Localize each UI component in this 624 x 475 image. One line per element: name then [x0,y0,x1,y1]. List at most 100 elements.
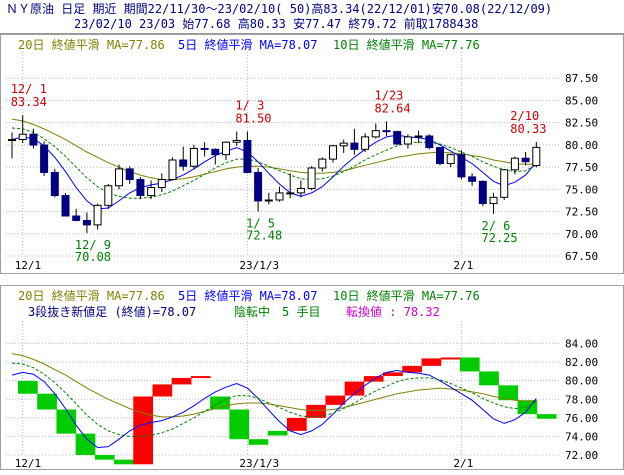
candle-down [72,215,81,221]
kagi-state: 陰転中 [234,304,270,319]
candle-down [125,168,134,181]
legend-ma10: 10日 終値平滑 MA=77.76 [333,37,480,52]
candle-up [232,139,241,143]
candle-down [136,179,145,197]
y-tick-label: 75.00 [565,183,598,196]
candle-up [104,185,113,206]
brick-up [344,381,365,396]
y-tick-label: 72.00 [565,449,598,462]
candle-up [168,159,177,181]
brick-up [287,417,307,431]
x-tick-label: 23/1/3 [239,457,279,470]
brick-down [114,459,134,465]
kagi-legend-ma5: 5日 終値平滑 MA=78.07 [178,288,317,303]
annotation-date: 12/ 1 [11,82,47,96]
annotation-date: 12/ 9 [75,238,111,252]
annotation-value: 72.48 [246,229,282,243]
kagi-legend-ma20: 20日 終値平滑 MA=77.86 [18,288,165,303]
candle-up [446,154,455,165]
candle-down [61,195,70,217]
legend-ma5: 5日 終値平滑 MA=78.07 [178,37,317,52]
brick-up [421,358,442,366]
brick-up [190,376,211,379]
x-tick-label: 2/1 [453,259,473,272]
y-tick-label: 84.00 [565,338,598,351]
kagi-ma-line-10 [11,362,537,437]
candle-up [489,196,498,205]
candle-up [264,199,273,202]
candle-down [29,133,38,146]
annotation-value: 81.50 [235,112,271,126]
y-tick-label: 78.00 [565,393,598,406]
y-tick-label: 74.00 [565,430,598,443]
brick-up [325,395,346,405]
annotation-date: 1/ 5 [246,217,275,231]
y-tick-label: 70.00 [565,228,598,241]
candle-up [318,158,327,169]
price-chart: 67.50 70.00 72.50 75.00 77.50 80.00 82.50 85.00… [0,34,624,274]
brick-up [383,372,403,377]
x-tick-label: 2/1 [453,457,473,470]
brick-down [56,409,77,434]
y-tick-label: 82.00 [565,356,598,369]
legend-ma20: 20日 終値平滑 MA=77.86 [18,37,165,52]
candle-up [189,147,198,167]
candle-down [436,147,444,165]
candle-down [425,135,434,149]
y-tick-label: 80.00 [565,375,598,388]
candle-up [361,136,370,150]
ma-line-10 [11,127,537,199]
y-tick-label: 72.50 [565,206,598,219]
annotation-date: 1/ 3 [235,99,264,113]
candle-down [211,148,220,156]
annotation-value: 82.64 [375,101,411,115]
candle-up [8,139,16,142]
candle-down [521,157,530,163]
brick-down [18,380,38,394]
brick-up [133,396,153,465]
x-tick-label: 12/1 [15,457,42,470]
annotation-value: 70.08 [75,250,111,264]
y-tick-label: 85.00 [565,94,598,107]
y-tick-label: 80.00 [565,139,598,152]
candle-up [115,168,123,187]
kagi-legend-ma10: 10日 終値平滑 MA=77.76 [333,288,480,303]
y-tick-label: 77.50 [565,161,598,174]
x-tick-label: 12/1 [15,259,42,272]
brick-down [248,439,269,445]
kagi-ma-line-20 [11,353,537,418]
brick-down [267,430,288,436]
candle-up [532,146,541,167]
candle-up [275,192,284,201]
brick-down [37,393,57,410]
candle-up [222,141,230,156]
kagi-ma-line-5 [11,369,537,449]
brick-up [402,365,422,373]
candle-up [93,204,102,226]
candle-up [329,145,337,160]
candle-down [468,176,477,182]
annotation-date: 2/10 [510,109,539,123]
kagi-chart: 72.00 74.00 76.00 78.00 80.00 82.00 84.00 12/1… [0,285,624,470]
candle-up [147,187,156,197]
kagi-label: 3段抜き新値足 (終値)=78.07 [28,304,196,319]
brick-down [75,433,96,455]
candle-up [296,187,305,194]
y-tick-label: 67.50 [565,250,598,263]
candle-down [179,159,188,167]
candle-down [457,154,466,178]
annotation-date: 1/23 [375,88,404,102]
candle-up [157,179,166,189]
brick-down [536,414,557,419]
brick-down [498,385,519,401]
candle-down [200,147,209,150]
brick-up [171,377,192,385]
brick-up [306,404,326,418]
candle-down [254,171,263,202]
candle-up [18,133,27,141]
candle-down [40,144,49,173]
brick-up [440,357,461,360]
candle-up [500,169,509,198]
kagi-count: 5 手目 [282,305,320,319]
brick-down [229,409,250,440]
